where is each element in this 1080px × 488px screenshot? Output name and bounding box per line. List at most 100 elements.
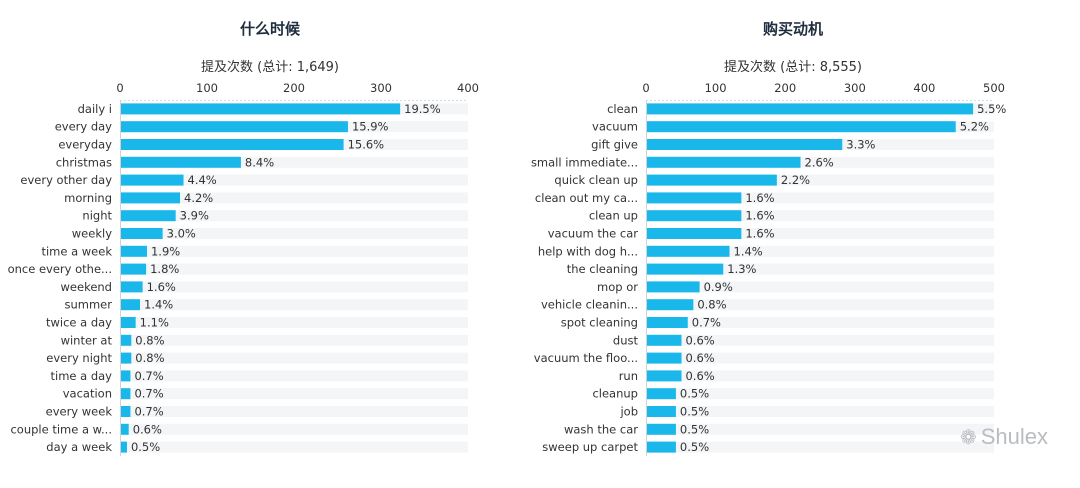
category-label: the cleaning xyxy=(567,262,638,276)
data-label: 0.5% xyxy=(131,440,160,454)
bar xyxy=(646,192,742,204)
bar xyxy=(646,121,956,133)
bar xyxy=(646,210,742,222)
category-label: run xyxy=(619,369,638,383)
data-label: 0.6% xyxy=(685,369,714,383)
data-label: 0.7% xyxy=(134,405,163,419)
bar-track xyxy=(120,352,468,364)
category-label: once every othe... xyxy=(8,262,112,276)
bar xyxy=(120,228,163,239)
bar-track xyxy=(120,228,468,239)
category-label: spot cleaning xyxy=(561,316,638,330)
category-label: help with dog h... xyxy=(538,244,638,258)
category-label: small immediate... xyxy=(531,155,638,169)
bar-track xyxy=(120,406,468,417)
category-label: night xyxy=(82,209,112,223)
category-label: couple time a w... xyxy=(10,422,112,436)
category-label: weekend xyxy=(61,280,112,294)
x-axis-label: 提及次数 (总计: 1,649) xyxy=(201,59,339,75)
bar xyxy=(120,423,129,435)
bar-track xyxy=(646,156,994,168)
data-label: 0.9% xyxy=(704,280,733,294)
category-label: every day xyxy=(55,120,112,134)
bar xyxy=(120,245,147,257)
data-label: 1.6% xyxy=(745,209,774,223)
data-label: 3.9% xyxy=(180,209,209,223)
data-label: 0.6% xyxy=(685,351,714,365)
bar xyxy=(120,156,241,168)
watermark-text: Shulex xyxy=(980,424,1048,449)
data-label: 5.2% xyxy=(960,120,989,134)
data-label: 3.0% xyxy=(167,227,196,241)
bar-track xyxy=(646,245,994,257)
bar-track xyxy=(120,210,468,222)
bar-track xyxy=(120,192,468,204)
bar-track xyxy=(120,441,468,453)
bar xyxy=(646,281,700,293)
bar-track xyxy=(646,370,994,382)
bar-track xyxy=(120,388,468,400)
data-label: 1.4% xyxy=(144,298,173,312)
category-label: clean xyxy=(607,102,638,116)
data-label: 8.4% xyxy=(245,155,274,169)
bar-track xyxy=(120,263,468,275)
bar-track xyxy=(646,406,994,417)
bar xyxy=(646,245,730,257)
bar xyxy=(120,139,344,150)
x-tick-label: 200 xyxy=(283,81,305,95)
chart-title: 什么时候 xyxy=(240,20,301,38)
wechat-icon: ❁ xyxy=(959,427,977,449)
category-label: twice a day xyxy=(46,316,112,330)
data-label: 0.7% xyxy=(134,369,163,383)
bar-track xyxy=(646,441,994,453)
data-label: 1.6% xyxy=(147,280,176,294)
x-tick-label: 0 xyxy=(116,81,123,95)
bar xyxy=(646,317,688,328)
bar xyxy=(120,174,184,186)
bar-track xyxy=(120,281,468,293)
bar-track xyxy=(646,228,994,239)
data-label: 0.8% xyxy=(697,298,726,312)
data-label: 1.9% xyxy=(151,244,180,258)
bar xyxy=(646,370,682,382)
bar xyxy=(646,423,676,435)
bar xyxy=(120,317,136,328)
bar xyxy=(646,334,682,346)
category-label: everyday xyxy=(58,138,112,152)
bar-track xyxy=(120,174,468,186)
category-label: vacuum xyxy=(592,120,638,134)
bar-track xyxy=(646,334,994,346)
bar-track xyxy=(120,334,468,346)
category-label: weekly xyxy=(72,227,112,241)
category-label: time a day xyxy=(51,369,113,383)
bar xyxy=(120,388,131,400)
bar xyxy=(646,139,843,150)
data-label: 0.7% xyxy=(692,316,721,330)
bar-track xyxy=(120,156,468,168)
bar-track xyxy=(120,299,468,311)
data-label: 2.6% xyxy=(805,155,834,169)
data-label: 0.7% xyxy=(134,387,163,401)
bar xyxy=(120,352,132,364)
data-label: 1.4% xyxy=(734,244,763,258)
x-tick-label: 200 xyxy=(774,81,796,95)
category-label: mop or xyxy=(597,280,638,294)
data-label: 0.5% xyxy=(680,387,709,401)
category-label: time a week xyxy=(41,244,112,258)
bar xyxy=(120,121,348,133)
category-label: clean out my ca... xyxy=(535,191,638,205)
category-label: every week xyxy=(46,405,113,419)
category-label: daily i xyxy=(78,102,112,116)
bar-track xyxy=(646,174,994,186)
x-axis-label: 提及次数 (总计: 8,555) xyxy=(724,59,862,75)
bar xyxy=(646,228,742,239)
bar-track xyxy=(120,317,468,328)
data-label: 1.1% xyxy=(140,316,169,330)
category-label: day a week xyxy=(46,440,112,454)
bar xyxy=(646,103,974,115)
bar-track xyxy=(646,281,994,293)
category-label: gift give xyxy=(591,138,638,152)
data-label: 0.6% xyxy=(133,422,162,436)
data-label: 1.6% xyxy=(745,191,774,205)
